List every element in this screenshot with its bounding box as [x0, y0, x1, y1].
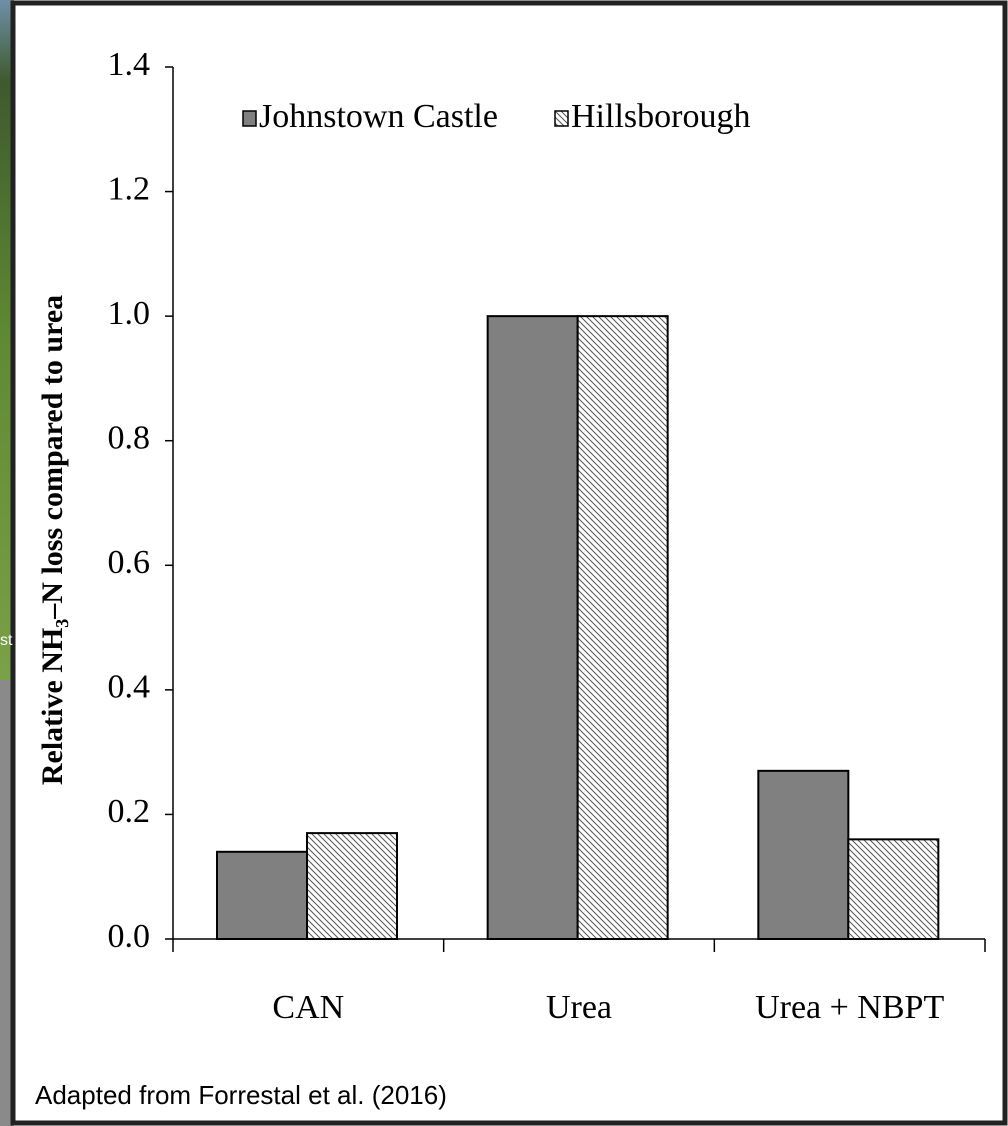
legend-label: Hillsborough — [571, 98, 750, 135]
x-tick-label: Urea + NBPT — [755, 989, 944, 1026]
y-axis-label: Relative NH₃–N loss compared to urea — [36, 295, 69, 785]
y-tick-label: 1.0 — [108, 295, 151, 332]
bar — [576, 315, 669, 940]
legend-label: Johnstown Castle — [259, 98, 498, 135]
background-text: st — [0, 632, 13, 649]
y-tick-label: 0.8 — [108, 420, 151, 457]
bar — [847, 838, 940, 940]
y-tick-label: 0.2 — [108, 793, 151, 830]
y-tick-label: 0.4 — [108, 669, 151, 706]
bar — [216, 850, 308, 940]
x-tick-label: Urea — [546, 989, 612, 1026]
bar — [757, 769, 850, 940]
y-tick-label: 0.0 — [108, 918, 151, 955]
legend-swatch — [554, 110, 569, 127]
frame — [10, 0, 1008, 1126]
y-tick-label: 1.4 — [108, 46, 151, 83]
x-tick-label: CAN — [272, 989, 344, 1026]
source-note: Adapted from Forrestal et al. (2016) — [35, 1080, 447, 1110]
bar — [486, 315, 579, 940]
bar — [306, 832, 398, 940]
y-tick-label: 1.2 — [108, 170, 151, 207]
y-tick-label: 0.6 — [108, 544, 151, 581]
legend-swatch — [242, 110, 257, 127]
